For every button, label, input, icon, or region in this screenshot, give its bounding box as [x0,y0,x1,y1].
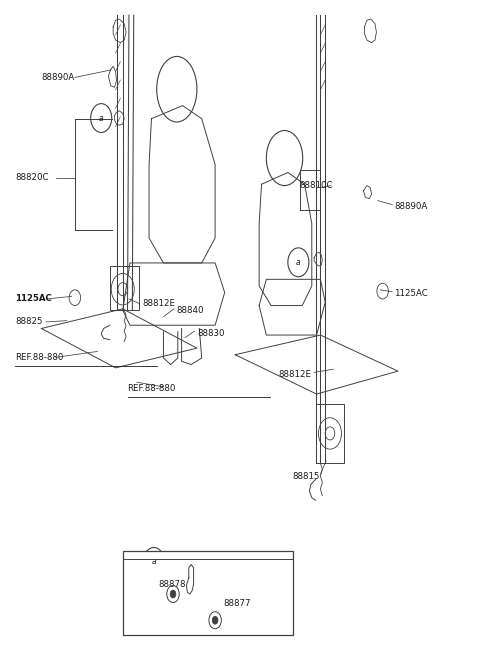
Text: 88812E: 88812E [142,299,175,308]
Text: a: a [152,557,156,566]
Text: 88825: 88825 [15,317,43,327]
Text: 88877: 88877 [223,599,251,608]
Text: 88830: 88830 [197,328,225,338]
Text: 1125AC: 1125AC [394,289,428,298]
Text: 88878: 88878 [158,580,186,589]
Bar [316,404,344,463]
Bar [110,266,140,310]
Circle shape [170,590,176,598]
Text: 88815: 88815 [293,472,320,480]
Text: 88812E: 88812E [278,370,312,379]
Text: a: a [296,258,300,267]
Text: REF.88-880: REF.88-880 [128,384,176,394]
Text: 88810C: 88810C [300,181,333,190]
Text: 1125AC: 1125AC [15,294,52,304]
Text: a: a [99,114,104,123]
Text: 88840: 88840 [176,306,204,315]
Text: 88890A: 88890A [41,73,74,82]
Text: 88820C: 88820C [15,173,48,182]
Bar [123,551,293,635]
Text: REF.88-880: REF.88-880 [15,353,63,362]
Text: 88890A: 88890A [394,202,427,211]
Circle shape [212,616,218,624]
